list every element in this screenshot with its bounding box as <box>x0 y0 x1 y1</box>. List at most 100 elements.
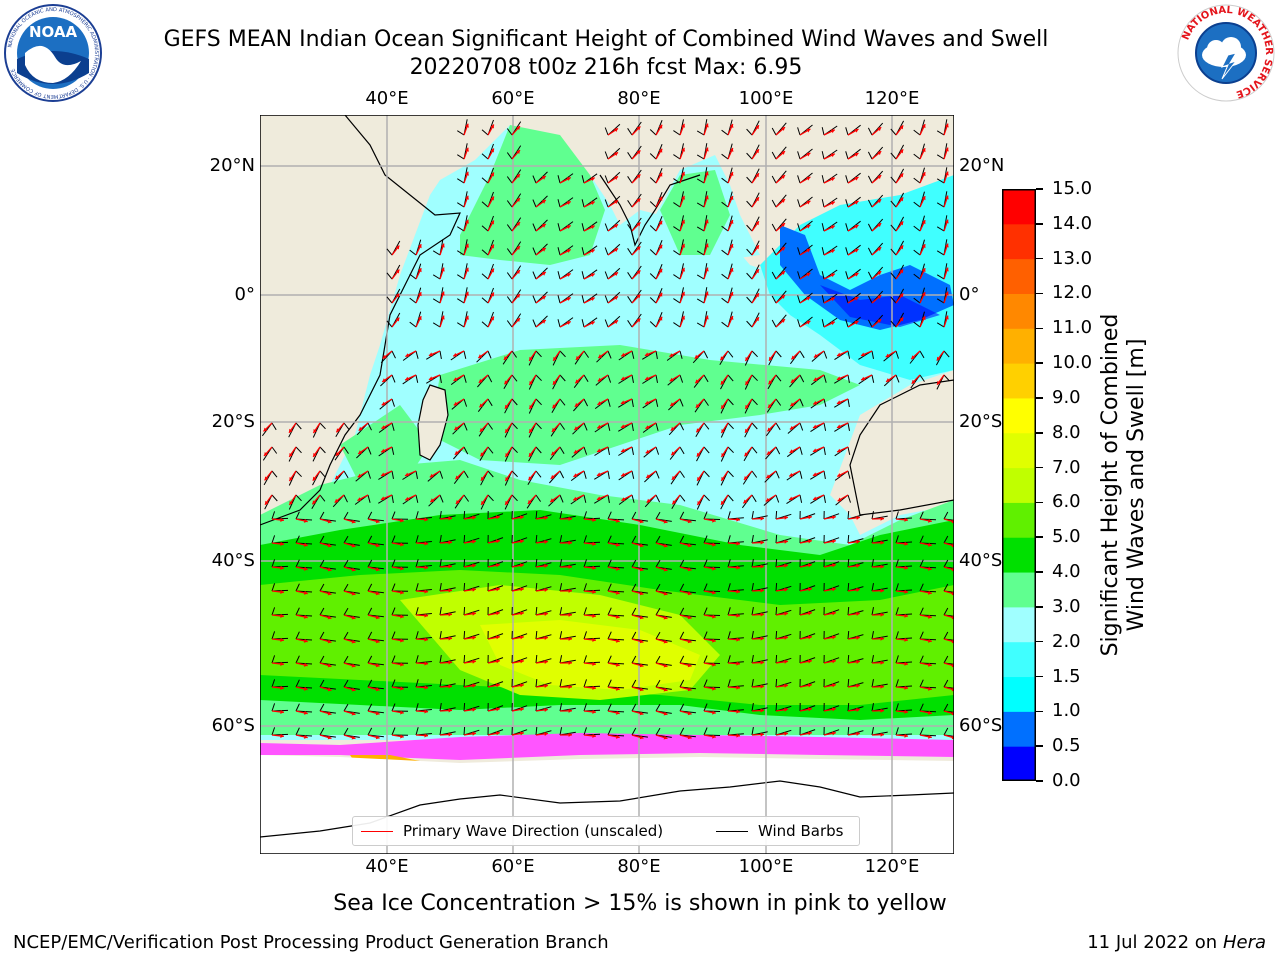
colorbar <box>1002 189 1036 781</box>
wave-direction-arrow <box>607 638 620 643</box>
wave-direction-arrow <box>775 587 788 592</box>
wave-direction-arrow <box>895 709 909 714</box>
wave-direction-arrow <box>919 123 926 136</box>
wave-direction-arrow <box>620 374 633 381</box>
wave-direction-arrow <box>429 470 441 478</box>
wave-direction-arrow <box>271 517 284 522</box>
wave-direction-arrow <box>312 470 321 481</box>
wave-direction-arrow <box>644 350 657 357</box>
wave-direction-arrow <box>836 446 849 453</box>
wave-direction-arrow <box>895 173 904 184</box>
wave-direction-arrow <box>679 147 685 160</box>
wave-direction-arrow <box>487 172 495 184</box>
wave-direction-arrow <box>727 565 741 570</box>
wave-direction-arrow <box>607 518 620 523</box>
wave-direction-arrow <box>357 470 369 478</box>
wave-direction-arrow <box>847 176 859 184</box>
wave-direction-arrow <box>583 273 595 280</box>
wave-direction-arrow <box>727 541 741 546</box>
wave-direction-arrow <box>631 710 644 716</box>
wave-direction-arrow <box>319 686 332 692</box>
wave-direction-arrow <box>775 198 786 208</box>
wave-direction-arrow <box>836 374 849 381</box>
wave-direction-arrow <box>919 638 932 643</box>
wave-direction-arrow <box>766 422 777 432</box>
wave-direction-arrow <box>871 612 885 617</box>
wave-direction-arrow <box>847 224 859 232</box>
wave-direction-arrow <box>823 707 836 712</box>
wave-direction-arrow <box>478 398 489 408</box>
wave-direction-arrow <box>919 147 926 160</box>
wave-direction-arrow <box>655 292 663 304</box>
lon-tick-bottom: 80°E <box>617 856 661 877</box>
wave-direction-arrow <box>583 733 596 738</box>
colorbar-segment <box>1002 467 1036 503</box>
wave-direction-arrow <box>823 611 836 616</box>
wave-direction-arrow <box>670 422 681 432</box>
wave-direction-arrow <box>727 637 741 642</box>
wave-direction-arrow <box>511 221 521 232</box>
wave-direction-arrow <box>799 659 812 664</box>
legend-swatch-red-line <box>361 831 393 832</box>
colorbar-tick-label: 3.0 <box>1052 595 1081 617</box>
lon-tick-bottom: 60°E <box>491 856 535 877</box>
colorbar-frame <box>1002 189 1036 781</box>
wave-direction-arrow <box>775 659 788 664</box>
wave-direction-arrow <box>943 315 949 328</box>
wave-direction-arrow <box>391 662 404 667</box>
wave-direction-arrow <box>837 494 849 502</box>
wave-direction-arrow <box>535 175 547 184</box>
wave-direction-arrow <box>727 195 734 208</box>
wave-direction-arrow <box>453 422 465 431</box>
wave-direction-arrow <box>703 734 716 739</box>
wave-direction-arrow <box>743 470 753 481</box>
wave-direction-arrow <box>367 662 380 668</box>
wave-direction-arrow <box>943 267 949 280</box>
wave-direction-arrow <box>775 294 786 304</box>
wave-direction-arrow <box>790 374 801 384</box>
wave-direction-arrow <box>669 350 681 358</box>
wave-direction-arrow <box>404 494 417 501</box>
wave-direction-arrow <box>454 446 465 456</box>
wave-direction-arrow <box>655 124 663 136</box>
wave-direction-arrow <box>391 518 404 523</box>
wave-direction-arrow <box>528 446 537 458</box>
wave-direction-arrow <box>479 422 489 433</box>
wave-direction-arrow <box>583 249 595 256</box>
wave-direction-arrow <box>559 296 571 304</box>
wave-direction-arrow <box>720 470 729 482</box>
gridlines <box>260 115 954 854</box>
colorbar-segment <box>1002 397 1036 434</box>
wave-direction-arrow <box>391 566 404 571</box>
wave-direction-arrow <box>696 470 705 482</box>
lon-tick-top: 100°E <box>738 88 794 109</box>
wave-direction-arrow <box>655 148 663 160</box>
wave-direction-arrow <box>720 374 729 385</box>
wave-direction-arrow <box>415 517 429 522</box>
wave-direction-arrow <box>535 515 548 520</box>
wave-direction-arrow <box>727 733 741 738</box>
wave-direction-arrow <box>452 350 465 357</box>
wave-direction-arrow <box>751 636 765 641</box>
wave-direction-arrow <box>583 225 595 232</box>
colorbar-tick-label: 2.0 <box>1052 630 1081 652</box>
colorbar-tick-label: 8.0 <box>1052 421 1081 443</box>
wave-direction-arrow <box>463 171 469 184</box>
wave-direction-arrow <box>271 733 284 738</box>
wave-direction-arrow <box>295 566 308 571</box>
wave-direction-arrow <box>415 613 429 618</box>
wave-direction-arrow <box>703 662 716 667</box>
colorbar-tick-mark <box>1036 292 1043 295</box>
wave-direction-arrow <box>487 316 495 328</box>
wave-direction-arrow <box>487 563 500 568</box>
wave-direction-arrow <box>679 566 692 572</box>
wave-direction-arrow <box>631 149 641 160</box>
wave-direction-arrow <box>415 733 429 738</box>
wave-direction-arrow <box>775 126 786 136</box>
lon-tick-top: 80°E <box>617 88 661 109</box>
wave-direction-arrow <box>559 248 571 256</box>
wave-direction-arrow <box>703 195 709 208</box>
wave-direction-arrow <box>367 542 380 548</box>
wave-direction-arrow <box>895 125 904 136</box>
wave-direction-arrow <box>751 172 760 184</box>
